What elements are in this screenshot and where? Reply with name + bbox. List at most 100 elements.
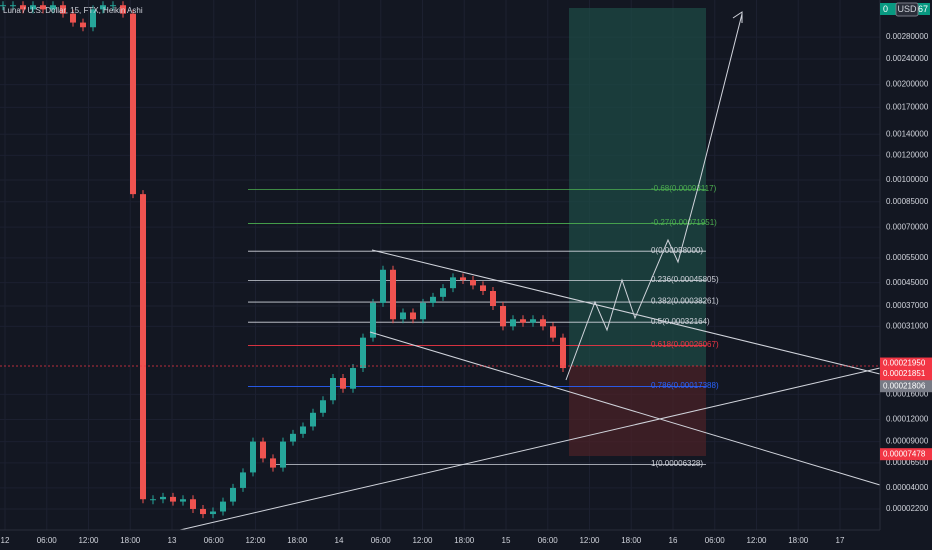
- price-tag-label: 0.00021851: [883, 369, 926, 378]
- candle: [500, 306, 506, 327]
- candle: [230, 487, 236, 502]
- price-tag-label: 0.00021950: [883, 359, 926, 368]
- candle: [530, 319, 536, 323]
- candle: [390, 269, 396, 320]
- x-tick-label: 12:00: [245, 536, 266, 545]
- candle: [360, 337, 366, 369]
- candle: [320, 400, 326, 413]
- target-zone: [569, 8, 706, 366]
- candle: [60, 5, 66, 14]
- y-tick-label: 0.00009000: [886, 437, 929, 446]
- candle: [410, 312, 416, 320]
- x-tick-label: 12:00: [78, 536, 99, 545]
- candle: [100, 5, 106, 10]
- candle: [280, 441, 286, 468]
- candle: [460, 277, 466, 280]
- x-tick-label: 18:00: [287, 536, 308, 545]
- candle: [420, 302, 426, 320]
- y-tick-label: 0.00031000: [886, 321, 929, 330]
- price-tag-label: 0.00007478: [883, 449, 926, 458]
- fib-label: 0.236(0.00045805): [651, 275, 719, 284]
- price-tag: [880, 357, 932, 370]
- fib-label: -0.27(0.00071951): [651, 218, 717, 227]
- candle: [180, 499, 186, 502]
- chart-title: Luna / U.S. Dollar, 15, FTX, Heikin Ashi: [3, 6, 143, 15]
- y-tick-label: 0.00085000: [886, 197, 929, 206]
- candle: [510, 319, 516, 327]
- candle: [290, 433, 296, 442]
- candle: [80, 22, 86, 28]
- candle: [430, 296, 436, 303]
- candle: [310, 412, 316, 427]
- price-tag-label: 0.00021806: [883, 381, 926, 390]
- candle: [270, 458, 276, 468]
- x-tick-label: 17: [836, 536, 845, 545]
- y-tick-label: 0.00140000: [886, 129, 929, 138]
- y-tick-label: 0.00006500: [886, 458, 929, 467]
- candle: [10, 5, 16, 7]
- grid: [0, 0, 880, 530]
- y-tick-label: 0.00280000: [886, 32, 929, 41]
- candle: [110, 5, 116, 7]
- candle: [520, 319, 526, 323]
- candle: [140, 194, 146, 500]
- y-tick-label: 0.00120000: [886, 150, 929, 159]
- candle: [540, 319, 546, 327]
- y-tick-label: 0.00002200: [886, 504, 929, 513]
- fib-label: 0.618(0.00026067): [651, 340, 719, 349]
- y-tick-label: 0.00170000: [886, 102, 929, 111]
- candle: [200, 508, 206, 515]
- trend-line: [369, 331, 881, 486]
- currency[interactable]: USD: [897, 4, 917, 14]
- x-tick-label: 16: [669, 536, 678, 545]
- y-tick-label: 0.00100000: [886, 175, 929, 184]
- trend-lines: [179, 11, 881, 531]
- candle: [560, 337, 566, 369]
- candle: [150, 499, 156, 501]
- y-tick-label: 0.00004000: [886, 483, 929, 492]
- candle: [550, 326, 556, 338]
- x-tick-label: 18:00: [788, 536, 809, 545]
- x-tick-label: 12: [1, 536, 10, 545]
- x-tick-label: 18:00: [621, 536, 642, 545]
- price-tag: [880, 367, 932, 380]
- candle: [50, 5, 56, 10]
- stop-zone: [569, 366, 706, 456]
- arrow-head: [732, 11, 743, 23]
- fib-label: 1(0.00006328): [651, 459, 703, 468]
- candle: [40, 5, 46, 10]
- fib-label: -0.68(0.00093117): [651, 184, 717, 193]
- fib-label: 0.786(0.00017388): [651, 381, 719, 390]
- top-tag-right: 67: [918, 4, 928, 14]
- trend-line: [371, 249, 881, 375]
- x-tick-label: 06:00: [37, 536, 58, 545]
- candle: [330, 378, 336, 401]
- y-tick-label: 0.00045000: [886, 278, 929, 287]
- x-tick-label: 06:00: [705, 536, 726, 545]
- x-tick-label: 13: [168, 536, 177, 545]
- x-tick-label: 12:00: [746, 536, 767, 545]
- x-tick-label: 06:00: [538, 536, 559, 545]
- candle: [260, 441, 266, 459]
- candle: [250, 441, 256, 473]
- candle: [70, 13, 76, 23]
- x-tick-label: 18:00: [120, 536, 141, 545]
- currency-button[interactable]: [895, 2, 919, 17]
- y-tick-label: 0.00055000: [886, 253, 929, 262]
- candle: [130, 13, 136, 195]
- fib-retracement: -0.68(0.00093117) -0.27(0.00071951) 0(0.00…: [248, 184, 719, 468]
- candle: [20, 5, 26, 10]
- candle: [450, 277, 456, 289]
- candle: [0, 5, 6, 7]
- candles: [0, 1, 566, 519]
- x-tick-label: 18:00: [454, 536, 475, 545]
- candle: [170, 496, 176, 502]
- x-tick-label: 06:00: [204, 536, 225, 545]
- candle: [490, 290, 496, 307]
- candle: [470, 279, 476, 286]
- candle: [90, 9, 96, 28]
- y-tick-label: 0.00012000: [886, 415, 929, 424]
- candle: [380, 269, 386, 303]
